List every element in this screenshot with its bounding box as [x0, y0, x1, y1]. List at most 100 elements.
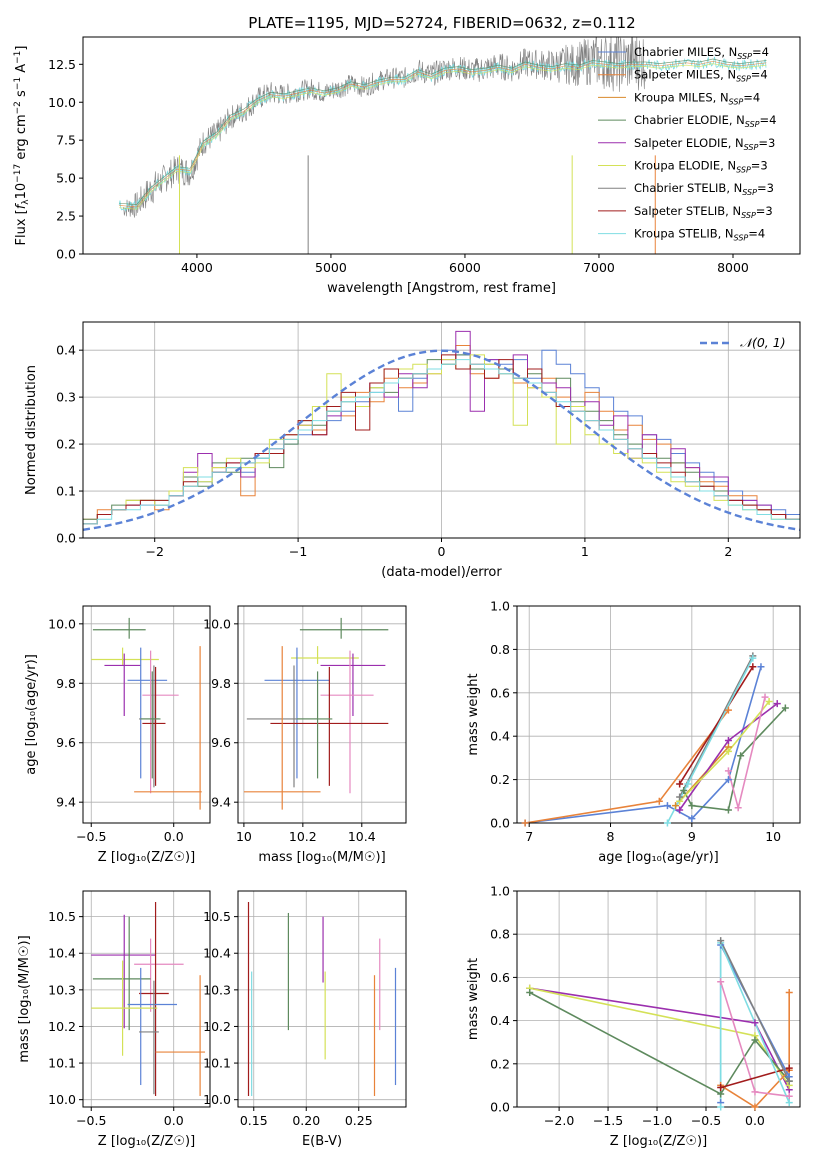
mass_vs_ebv-xtick-label: 0.20: [292, 1113, 320, 1128]
weight-marker: [751, 1019, 759, 1027]
spectrum-xtick-label: 5000: [315, 260, 347, 275]
mass_vs_ebv-xtick-label: 0.15: [240, 1113, 268, 1128]
legend-tail: =3: [756, 204, 773, 218]
histogram-step: [83, 359, 800, 538]
weight-marker: [676, 793, 684, 801]
age_vs_mass-xtick-label: 10: [236, 829, 252, 844]
weight_vs_Z-xtick-label: −1.5: [593, 1113, 623, 1128]
weight-marker: [526, 989, 534, 997]
weight_vs_age-ytick-label: 0.2: [490, 772, 510, 787]
spectrum-legend-label: Kroupa MILES, NSSP=4: [634, 90, 760, 106]
weight-marker: [663, 819, 671, 827]
residuals-xlabel: (data-model)/error: [381, 565, 502, 580]
legend-sub: SSP: [736, 166, 751, 175]
weight-marker: [785, 1077, 793, 1085]
weight_vs_Z-ytick-label: 1.0: [490, 884, 510, 899]
spectrum-ylabel-part: λ: [21, 199, 31, 205]
weight_vs_age-ytick-label: 0.8: [490, 642, 510, 657]
spectrum-ytick-label: 10.0: [48, 95, 76, 110]
normal-curve: [83, 349, 800, 531]
age_vs_Z-ytick-label: 9.4: [56, 795, 76, 810]
weight-marker: [724, 706, 732, 714]
weight_vs_Z-xtick-label: −2.0: [544, 1113, 574, 1128]
weight-line: [529, 991, 790, 1096]
weight_vs_Z-ytick-label: 0.6: [490, 970, 510, 985]
weight_vs_age-xtick-label: 8: [607, 829, 615, 844]
legend-tail: =3: [758, 136, 775, 150]
age_vs_mass-xtick-label: 10.4: [348, 829, 376, 844]
legend-text: Kroupa ELODIE, N: [634, 159, 736, 173]
legend-tail: =3: [757, 181, 774, 195]
spectrum-model-overlay: [119, 63, 767, 210]
mass_vs_ebv-panel: 0.15 0.20 0.25 10.0 10.1 10.2 10.3 10.4 10.5 E(B-…: [203, 890, 407, 1149]
weight-marker: [765, 697, 773, 705]
weight-line: [678, 666, 754, 785]
legend-sub: SSP: [734, 234, 749, 243]
weight-marker: [672, 802, 680, 810]
weight-line: [678, 702, 778, 811]
weight-marker: [521, 819, 529, 827]
spectrum-ytick-label: 2.5: [56, 209, 76, 224]
legend-text: Salpeter STELIB, N: [634, 204, 741, 218]
mass_vs_ebv-ytick-label: 10.0: [203, 1092, 231, 1107]
spectrum-legend-label: Chabrier STELIB, NSSP=3: [634, 181, 774, 197]
spectrum-series-data: [122, 37, 646, 218]
mass_vs_Z-xtick-label: 0.0: [164, 1113, 184, 1128]
weight_vs_age-ytick-label: 0.0: [490, 816, 510, 831]
spectrum-ytick-label: 7.5: [56, 133, 76, 148]
weight-line: [719, 940, 790, 1082]
residuals-xtick-label: 0: [438, 544, 446, 559]
legend-sub: SSP: [745, 120, 760, 129]
spectrum-ytick-label: 0.0: [56, 247, 76, 262]
mass_vs_Z-ytick-label: 10.4: [48, 946, 76, 961]
mass_vs_ebv-xlabel: E(B-V): [302, 1134, 342, 1149]
mass_vs_Z-axes-frame: [82, 890, 211, 1108]
spectrum-xtick-label: 7000: [583, 260, 615, 275]
weight-marker: [684, 780, 692, 788]
spectrum-ylabel-part: −2: [13, 101, 23, 114]
weight-marker: [773, 700, 781, 708]
weight-marker: [751, 1036, 759, 1044]
mass_vs_Z-ytick-label: 10.5: [48, 909, 76, 924]
weight-marker: [676, 806, 684, 814]
weight_vs_age-plot-area: [524, 655, 786, 823]
weight_vs_Z-ylabel: mass weight: [466, 958, 481, 1040]
age_vs_Z-ylabel: age [log₁₀(age/yr)]: [24, 654, 39, 775]
weight_vs_Z-xtick-label: −1.0: [642, 1113, 672, 1128]
mass_vs_ebv-ytick-label: 10.1: [203, 1056, 231, 1071]
legend-tail: =4: [743, 90, 760, 104]
spectrum-ylabel-part: erg cm: [14, 114, 29, 163]
spectrum-legend-label: Salpeter ELODIE, NSSP=3: [634, 136, 775, 152]
legend-sub: SSP: [736, 75, 751, 84]
spectrum-legend-label: Chabrier MILES, NSSP=4: [634, 45, 769, 61]
legend-text: Chabrier ELODIE, N: [634, 113, 745, 127]
spectrum-ylabel-part: −1: [13, 51, 23, 64]
mass_vs_Z-xlabel: Z [log₁₀(Z/Z☉)]: [98, 1134, 195, 1149]
weight-marker: [737, 752, 745, 760]
weight-marker: [781, 704, 789, 712]
weight-marker: [785, 1099, 793, 1107]
weight-marker: [724, 737, 732, 745]
weight-marker: [724, 806, 732, 814]
legend-text: Kroupa MILES, N: [634, 90, 729, 104]
age_vs_Z-ytick-label: 9.6: [56, 735, 76, 750]
weight_vs_age-ylabel: mass weight: [466, 673, 481, 755]
weight_vs_age-panel: 7 8 9 10 0.0 0.2 0.4 0.6 0.8 1.0 age [log₁₀(age/yr…: [466, 599, 801, 865]
legend-tail: =4: [760, 113, 777, 127]
spectrum-xtick-label: 6000: [449, 260, 481, 275]
legend-tail: =4: [748, 227, 765, 241]
legend-tail: =3: [751, 159, 768, 173]
age_vs_Z-xlabel: Z [log₁₀(Z/Z☉)]: [98, 850, 195, 865]
mass_vs_ebv-ytick-label: 10.5: [203, 909, 231, 924]
weight-line: [720, 992, 791, 1107]
mass_vs_ebv-ytick-label: 10.4: [203, 946, 231, 961]
legend-sub: SSP: [742, 188, 757, 197]
age_vs_mass-xtick-label: 10.2: [289, 829, 317, 844]
weight-marker: [757, 663, 765, 671]
spectrum-ylabel-part: A: [14, 64, 29, 77]
spectrum-legend-label: Salpeter MILES, NSSP=4: [634, 68, 768, 84]
age_vs_Z-plot-area: [91, 617, 202, 810]
spectrum-ylabel-part: 10: [14, 183, 29, 200]
age_vs_Z-xtick-label: 0.0: [164, 829, 184, 844]
spectrum-model-overlay: [119, 58, 767, 206]
